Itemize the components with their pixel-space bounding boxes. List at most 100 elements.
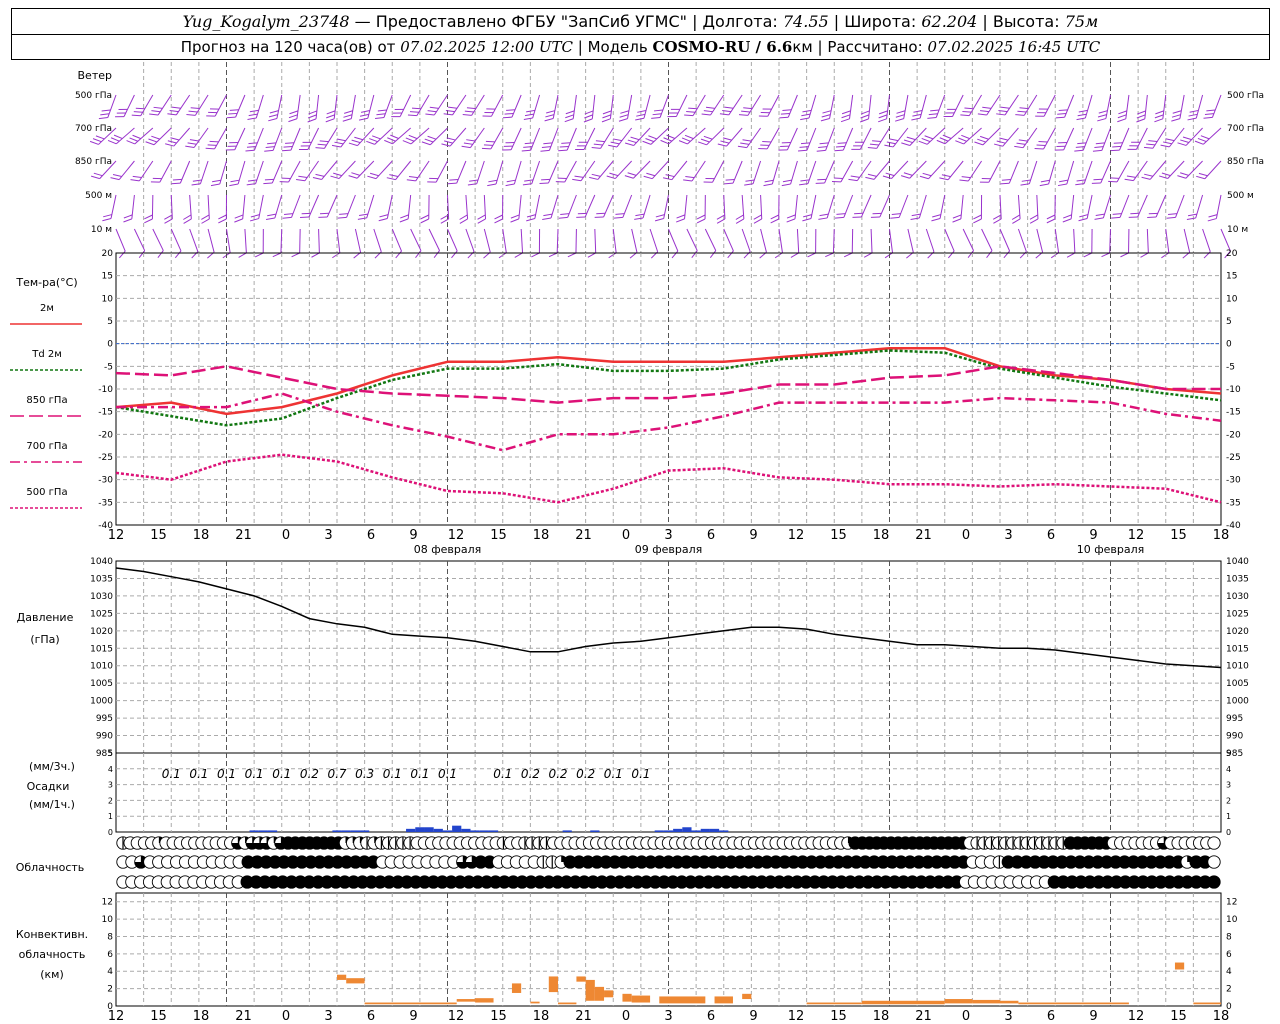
wind-barb bbox=[716, 194, 726, 224]
wind-barb-flag bbox=[764, 179, 774, 183]
wind-barb-flag bbox=[126, 140, 136, 145]
wind-barb-flag bbox=[725, 178, 735, 181]
wind-barb-flag bbox=[675, 218, 685, 223]
wind-barb-flag bbox=[716, 218, 726, 224]
wind-barb-flag bbox=[467, 183, 477, 186]
wind-barb bbox=[865, 160, 890, 180]
wind-barb-flag bbox=[443, 113, 453, 116]
wind-barb-staff bbox=[790, 160, 798, 185]
conv-bar bbox=[594, 986, 605, 1001]
wind-barb-flag bbox=[799, 183, 809, 186]
wind-barb-flag bbox=[782, 109, 792, 111]
wind-barb-flag bbox=[683, 179, 693, 182]
time-tick-label: 18 bbox=[533, 528, 550, 543]
wind-barb-flag bbox=[248, 142, 258, 145]
wind-barb bbox=[678, 127, 706, 145]
wind-barb bbox=[613, 194, 633, 219]
wind-barb-flag bbox=[1197, 137, 1207, 143]
wind-barb-flag bbox=[135, 107, 145, 110]
wind-barb-flag bbox=[448, 106, 458, 109]
wind-barb-flag bbox=[630, 136, 640, 141]
wind-barb bbox=[1186, 194, 1204, 221]
precip-unit-1h: (мм/1ч.) bbox=[29, 798, 75, 811]
wind-barb-flag bbox=[227, 145, 237, 147]
wind-barb-flag bbox=[133, 111, 143, 113]
wind-barb-flag bbox=[670, 108, 680, 110]
wind-barb-flag bbox=[1129, 145, 1139, 147]
wind-barb-flag bbox=[230, 179, 240, 183]
wind-barb-flag bbox=[301, 212, 311, 215]
wind-barb-staff bbox=[1109, 228, 1111, 254]
wind-barb bbox=[1076, 94, 1093, 121]
wind-barb-flag bbox=[399, 218, 409, 223]
wind-barb-flag bbox=[288, 118, 298, 123]
wind-barb-flag bbox=[250, 214, 260, 218]
time-tick-label-bottom: 15 bbox=[1170, 1009, 1187, 1024]
wind-barb bbox=[919, 160, 946, 180]
wind-barb bbox=[878, 94, 890, 123]
wind-barb-flag bbox=[564, 118, 574, 123]
wind-barb bbox=[567, 228, 577, 258]
wind-barb-flag bbox=[400, 214, 409, 219]
wind-barb-flag bbox=[967, 250, 974, 259]
wind-barb-flag bbox=[229, 183, 239, 187]
wind-barb-flag bbox=[836, 213, 846, 215]
wind-barb bbox=[840, 94, 854, 123]
wind-barb-flag bbox=[115, 116, 125, 118]
longitude-value: 74.55 bbox=[782, 12, 829, 31]
cloud-title: Облачность bbox=[16, 861, 85, 874]
precip-3h-value: 0.2 bbox=[300, 767, 319, 781]
wind-barb-flag bbox=[1058, 142, 1068, 144]
wind-barb bbox=[481, 127, 504, 150]
wind-barb bbox=[1101, 228, 1111, 258]
wind-barb-flag bbox=[1054, 149, 1064, 151]
wind-barb-flag bbox=[531, 252, 540, 258]
wind-barb-flag bbox=[311, 252, 320, 258]
wind-barb-flag bbox=[283, 145, 293, 148]
wind-barb bbox=[848, 160, 872, 182]
wind-barb-staff bbox=[622, 194, 633, 218]
wind-barb-flag bbox=[560, 213, 570, 215]
conv-bar bbox=[558, 1002, 577, 1005]
wind-barb-flag bbox=[1057, 183, 1067, 187]
wind-barb bbox=[704, 228, 717, 258]
wind-barb-flag bbox=[514, 252, 523, 258]
wind-barb-flag bbox=[1161, 252, 1170, 259]
wind-barb bbox=[802, 194, 817, 222]
wind-barb bbox=[955, 127, 982, 145]
wind-barb-flag bbox=[269, 110, 279, 114]
wind-barb bbox=[263, 160, 283, 185]
precip-bar bbox=[258, 830, 268, 832]
precip-bar bbox=[341, 830, 351, 832]
time-tick-label: 15 bbox=[150, 528, 167, 543]
wind-barb-flag bbox=[546, 110, 555, 114]
wind-barb-flag bbox=[466, 107, 476, 110]
wind-barb-flag bbox=[960, 114, 970, 117]
wind-barb-flag bbox=[1095, 213, 1105, 217]
wind-barb-flag bbox=[1186, 217, 1196, 221]
time-tick-label: 6 bbox=[707, 528, 715, 543]
wind-barb-staff bbox=[767, 94, 780, 117]
time-tick-label-bottom: 15 bbox=[830, 1009, 847, 1024]
wind-barb-flag bbox=[1001, 179, 1011, 181]
wind-barb-flag bbox=[885, 172, 895, 177]
wind-barb bbox=[1075, 160, 1093, 186]
wind-barb-staff bbox=[502, 228, 507, 253]
wind-barb-flag bbox=[506, 179, 516, 183]
wind-barb-flag bbox=[994, 143, 1003, 147]
wind-barb-flag bbox=[504, 112, 514, 115]
wind-barb bbox=[649, 228, 659, 259]
wind-barb-flag bbox=[427, 110, 437, 113]
precip-tick-left: 3 bbox=[108, 781, 113, 790]
wind-barb-flag bbox=[170, 137, 180, 141]
wind-barb bbox=[1046, 194, 1056, 224]
wind-barb-flag bbox=[758, 147, 768, 150]
precip-3h-value: 0.7 bbox=[327, 767, 346, 781]
precip-bar bbox=[590, 830, 600, 832]
wind-barb-flag bbox=[646, 172, 656, 177]
wind-barb-staff bbox=[627, 94, 633, 119]
wind-barb-flag bbox=[281, 177, 291, 180]
wind-barb-flag bbox=[906, 136, 916, 141]
wind-barb-flag bbox=[1187, 213, 1197, 217]
